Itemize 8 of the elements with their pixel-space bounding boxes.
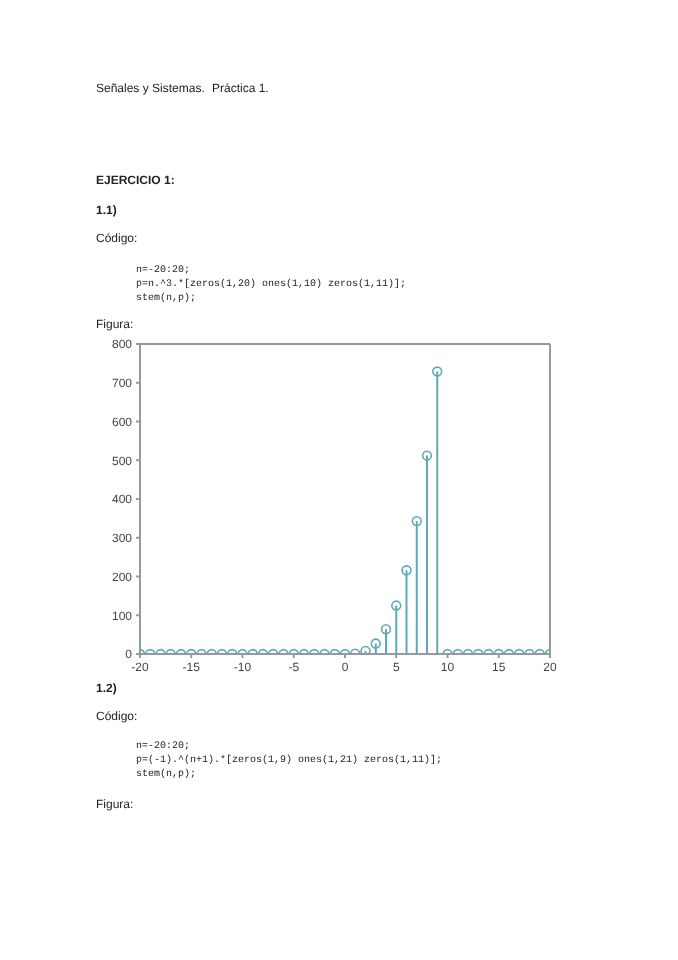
point — [380, 624, 392, 635]
point — [401, 565, 412, 576]
point — [391, 600, 402, 611]
point — [360, 645, 371, 654]
point — [432, 366, 443, 377]
point — [421, 450, 433, 461]
point — [370, 638, 381, 649]
point — [411, 515, 422, 527]
